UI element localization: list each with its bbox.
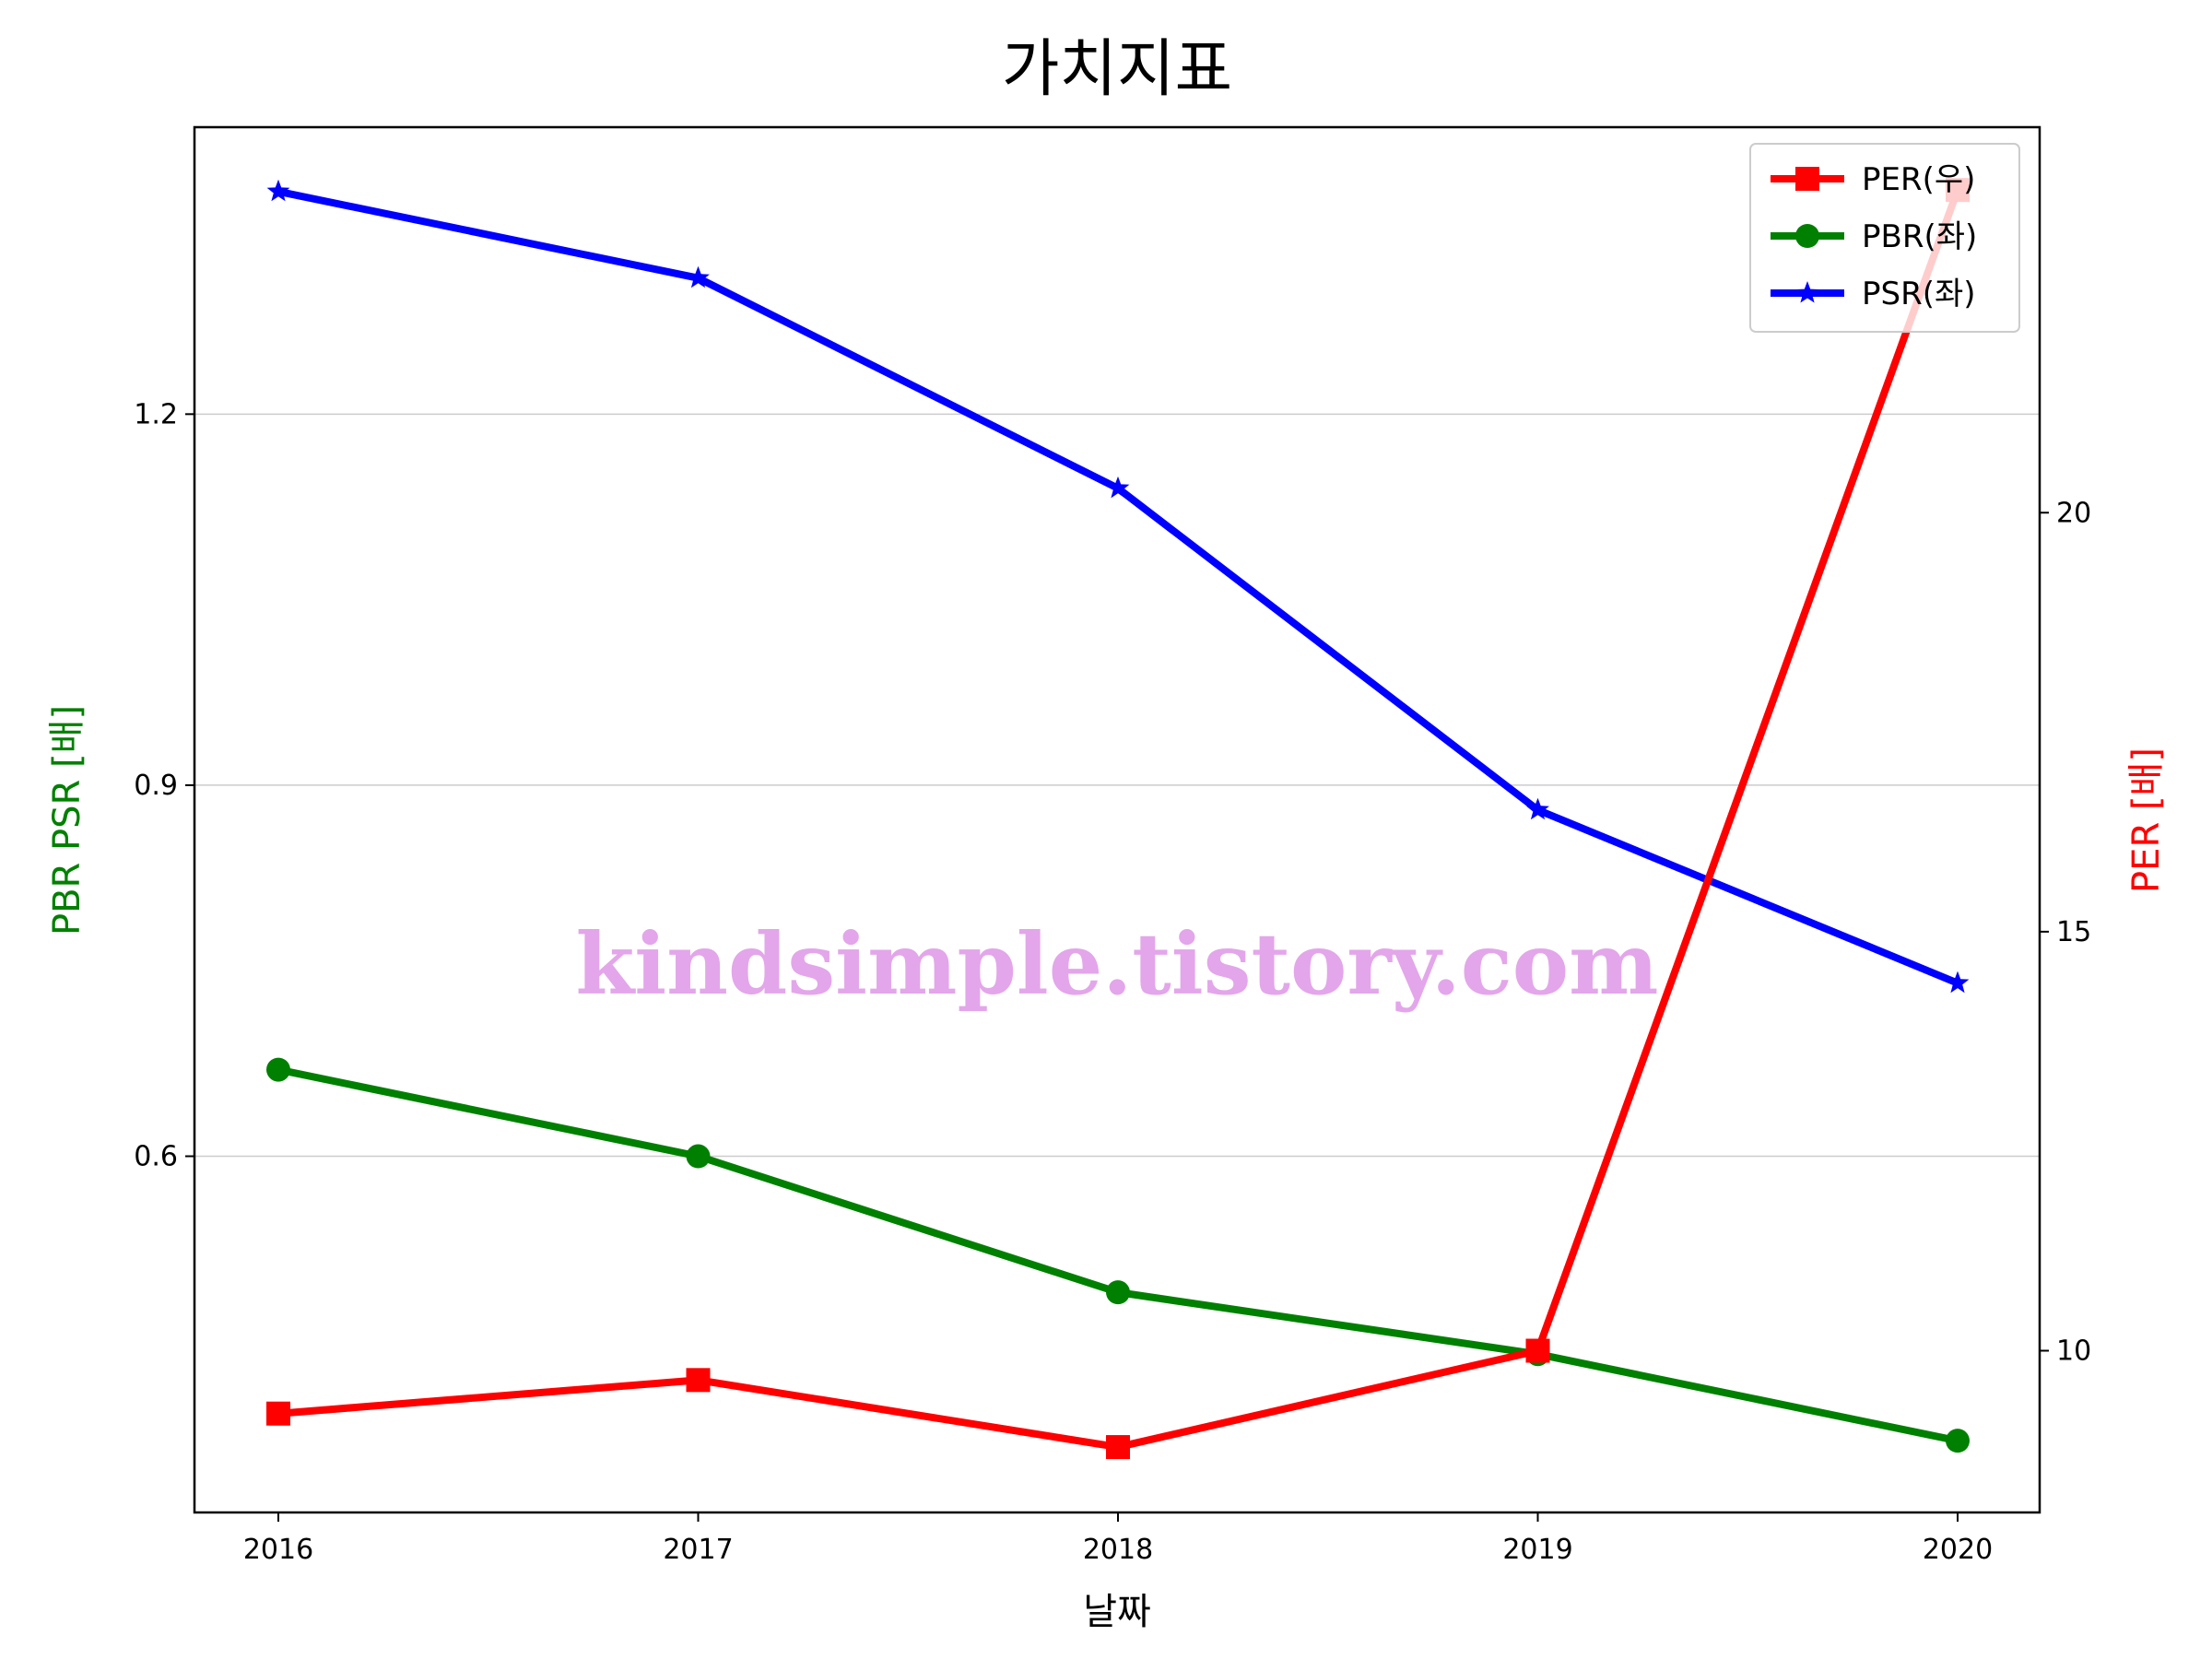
pbr-point <box>686 1144 711 1169</box>
right-tick-label: 15 <box>2056 916 2091 948</box>
x-tick-label: 2020 <box>1923 1534 1993 1566</box>
x-axis-ticks: 2016 2017 2018 2019 2020 <box>243 1512 1993 1566</box>
left-tick-label: 1.2 <box>134 398 178 430</box>
right-axis-ticks: 10 15 20 <box>2040 497 2091 1368</box>
right-tick-label: 10 <box>2056 1335 2091 1368</box>
legend-label: PER(우) <box>1862 161 1975 198</box>
chart-title: 가치지표 <box>1002 33 1232 106</box>
left-axis-title: PBR PSR [배] <box>46 705 88 935</box>
legend-item-psr: PSR(좌) <box>1771 276 1976 312</box>
plot-frame <box>193 125 2041 1514</box>
per-point <box>686 1368 711 1393</box>
watermark-text: kindsimple.tistory.com <box>575 914 1658 1014</box>
x-axis-title: 날짜 <box>1083 1591 1151 1633</box>
grid-lines <box>194 413 2040 1158</box>
psr-point <box>266 179 290 202</box>
legend-label: PSR(좌) <box>1862 276 1976 312</box>
psr-point <box>1106 476 1130 499</box>
legend-marker <box>1795 281 1819 303</box>
per-point <box>1525 1338 1550 1363</box>
legend-marker <box>1795 167 1819 191</box>
legend-item-per: PER(우) <box>1771 161 1975 198</box>
left-axis-ticks: 0.6 0.9 1.2 <box>134 398 194 1173</box>
pbr-point <box>1106 1280 1130 1305</box>
per-point <box>1106 1435 1130 1460</box>
x-tick-label: 2017 <box>663 1534 733 1566</box>
legend: PER(우) PBR(좌) PSR(좌) <box>1749 143 2020 333</box>
right-tick-label: 20 <box>2056 497 2091 529</box>
legend-item-pbr: PBR(좌) <box>1771 218 1977 255</box>
left-tick-label: 0.6 <box>134 1141 178 1173</box>
pbr-point <box>1946 1429 1970 1453</box>
per-point <box>266 1401 290 1426</box>
psr-point <box>687 265 710 288</box>
right-axis-title: PER [배] <box>2125 747 2168 893</box>
psr-point <box>1946 971 1970 994</box>
x-tick-label: 2018 <box>1083 1534 1153 1566</box>
x-tick-label: 2016 <box>243 1534 313 1566</box>
psr-series <box>266 179 1970 994</box>
x-tick-label: 2019 <box>1502 1534 1572 1566</box>
pbr-point <box>266 1057 290 1082</box>
left-tick-label: 0.9 <box>134 770 178 802</box>
legend-label: PBR(좌) <box>1862 218 1977 255</box>
psr-point <box>1526 797 1549 820</box>
legend-marker <box>1795 224 1819 248</box>
series-lines <box>266 178 1970 1460</box>
